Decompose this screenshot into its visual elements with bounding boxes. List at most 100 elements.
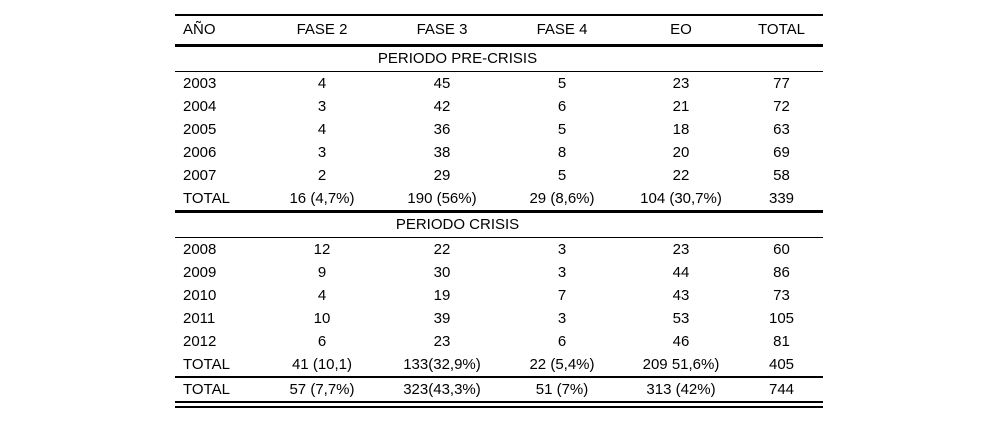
year-cell: 2006 [183, 143, 217, 161]
total-value-cell: 57 (7,7%) [289, 380, 355, 398]
total-value-cell: 339 [768, 189, 795, 207]
total-value-cell: 313 (42%) [646, 380, 716, 398]
total-label-cell: TOTAL [183, 380, 230, 398]
value-cell: 44 [672, 263, 690, 281]
value-cell: 21 [672, 97, 690, 115]
year-cell: 2007 [183, 166, 217, 184]
pre-crisis-total-row: TOTAL 16 (4,7%) 190 (56%) 29 (8,6%) 104 … [175, 187, 823, 211]
value-cell: 2 [317, 166, 327, 184]
value-cell: 3 [317, 97, 327, 115]
value-cell: 12 [313, 240, 331, 258]
value-cell: 6 [317, 332, 327, 350]
table-row-2008: 2008 12 22 3 23 60 [175, 237, 823, 261]
total-value-cell: 104 (30,7%) [640, 189, 722, 207]
total-value-cell: 16 (4,7%) [289, 189, 355, 207]
value-cell: 20 [672, 143, 690, 161]
total-value-cell: 744 [768, 380, 795, 398]
value-cell: 42 [433, 97, 451, 115]
year-cell: 2009 [183, 263, 217, 281]
value-cell: 39 [433, 309, 451, 327]
value-cell: 105 [768, 309, 795, 327]
value-cell: 60 [773, 240, 790, 258]
value-cell: 18 [672, 120, 690, 138]
value-cell: 63 [773, 120, 790, 138]
value-cell: 4 [317, 120, 327, 138]
table-row-2012: 2012 6 23 6 46 81 [175, 330, 823, 353]
value-cell: 29 [433, 166, 451, 184]
value-cell: 3 [557, 309, 567, 327]
bottom-double-rule [175, 403, 823, 408]
total-value-cell: 209 51,6%) [642, 355, 720, 373]
value-cell: 6 [557, 332, 567, 350]
value-cell: 22 [672, 166, 690, 184]
year-cell: 2010 [183, 286, 217, 304]
col-header-ano: AÑO [183, 21, 216, 39]
year-cell: 2005 [183, 120, 217, 138]
value-cell: 43 [672, 286, 690, 304]
value-cell: 86 [773, 263, 790, 281]
value-cell: 5 [557, 166, 567, 184]
value-cell: 73 [773, 286, 790, 304]
value-cell: 77 [773, 74, 790, 92]
value-cell: 53 [672, 309, 690, 327]
phases-by-year-table: AÑO FASE 2 FASE 3 FASE 4 EO TOTAL PERIOD… [175, 14, 823, 408]
grand-total-row: TOTAL 57 (7,7%) 323(43,3%) 51 (7%) 313 (… [175, 377, 823, 402]
value-cell: 58 [773, 166, 790, 184]
total-value-cell: 22 (5,4%) [529, 355, 595, 373]
value-cell: 5 [557, 120, 567, 138]
value-cell: 23 [672, 240, 690, 258]
value-cell: 36 [433, 120, 451, 138]
year-cell: 2011 [183, 309, 216, 327]
header-row: AÑO FASE 2 FASE 3 FASE 4 EO TOTAL [175, 15, 823, 45]
year-cell: 2008 [183, 240, 217, 258]
value-cell: 4 [317, 74, 327, 92]
col-header-total: TOTAL [758, 21, 805, 39]
value-cell: 3 [557, 263, 567, 281]
table-row-2011: 2011 10 39 3 53 105 [175, 307, 823, 330]
value-cell: 38 [433, 143, 451, 161]
value-cell: 19 [433, 286, 451, 304]
table-row-2003: 2003 4 45 5 23 77 [175, 71, 823, 95]
empty-cell [740, 45, 823, 71]
total-value-cell: 405 [768, 355, 795, 373]
value-cell: 81 [773, 332, 790, 350]
col-header-eo: EO [670, 21, 692, 39]
value-cell: 46 [672, 332, 690, 350]
value-cell: 3 [317, 143, 327, 161]
table-row-2009: 2009 9 30 3 44 86 [175, 261, 823, 284]
value-cell: 3 [557, 240, 567, 258]
section-label: PERIODO PRE-CRISIS [377, 50, 538, 67]
value-cell: 69 [773, 143, 790, 161]
value-cell: 22 [433, 240, 451, 258]
total-label-cell: TOTAL [183, 355, 230, 373]
value-cell: 8 [557, 143, 567, 161]
col-header-fase2: FASE 2 [296, 21, 348, 39]
table-row-2006: 2006 3 38 8 20 69 [175, 141, 823, 164]
data-table: AÑO FASE 2 FASE 3 FASE 4 EO TOTAL PERIOD… [175, 14, 823, 403]
section-label-row-pre-crisis: PERIODO PRE-CRISIS [175, 45, 823, 71]
total-value-cell: 29 (8,6%) [529, 189, 595, 207]
year-cell: 2003 [183, 74, 217, 92]
year-cell: 2012 [183, 332, 217, 350]
section-label-row-crisis: PERIODO CRISIS [175, 211, 823, 237]
value-cell: 30 [433, 263, 451, 281]
empty-cell [740, 211, 823, 237]
value-cell: 72 [773, 97, 790, 115]
year-cell: 2004 [183, 97, 217, 115]
value-cell: 10 [313, 309, 331, 327]
value-cell: 5 [557, 74, 567, 92]
table-row-2005: 2005 4 36 5 18 63 [175, 118, 823, 141]
table-row-2004: 2004 3 42 6 21 72 [175, 95, 823, 118]
crisis-total-row: TOTAL 41 (10,1) 133(32,9%) 22 (5,4%) 209… [175, 353, 823, 377]
total-value-cell: 323(43,3%) [403, 380, 481, 398]
value-cell: 7 [557, 286, 567, 304]
total-label-cell: TOTAL [183, 189, 230, 207]
col-header-fase4: FASE 4 [536, 21, 588, 39]
col-header-fase3: FASE 3 [416, 21, 468, 39]
total-value-cell: 133(32,9%) [403, 355, 481, 373]
total-value-cell: 41 (10,1) [291, 355, 353, 373]
value-cell: 4 [317, 286, 327, 304]
value-cell: 6 [557, 97, 567, 115]
value-cell: 45 [433, 74, 451, 92]
value-cell: 23 [672, 74, 690, 92]
